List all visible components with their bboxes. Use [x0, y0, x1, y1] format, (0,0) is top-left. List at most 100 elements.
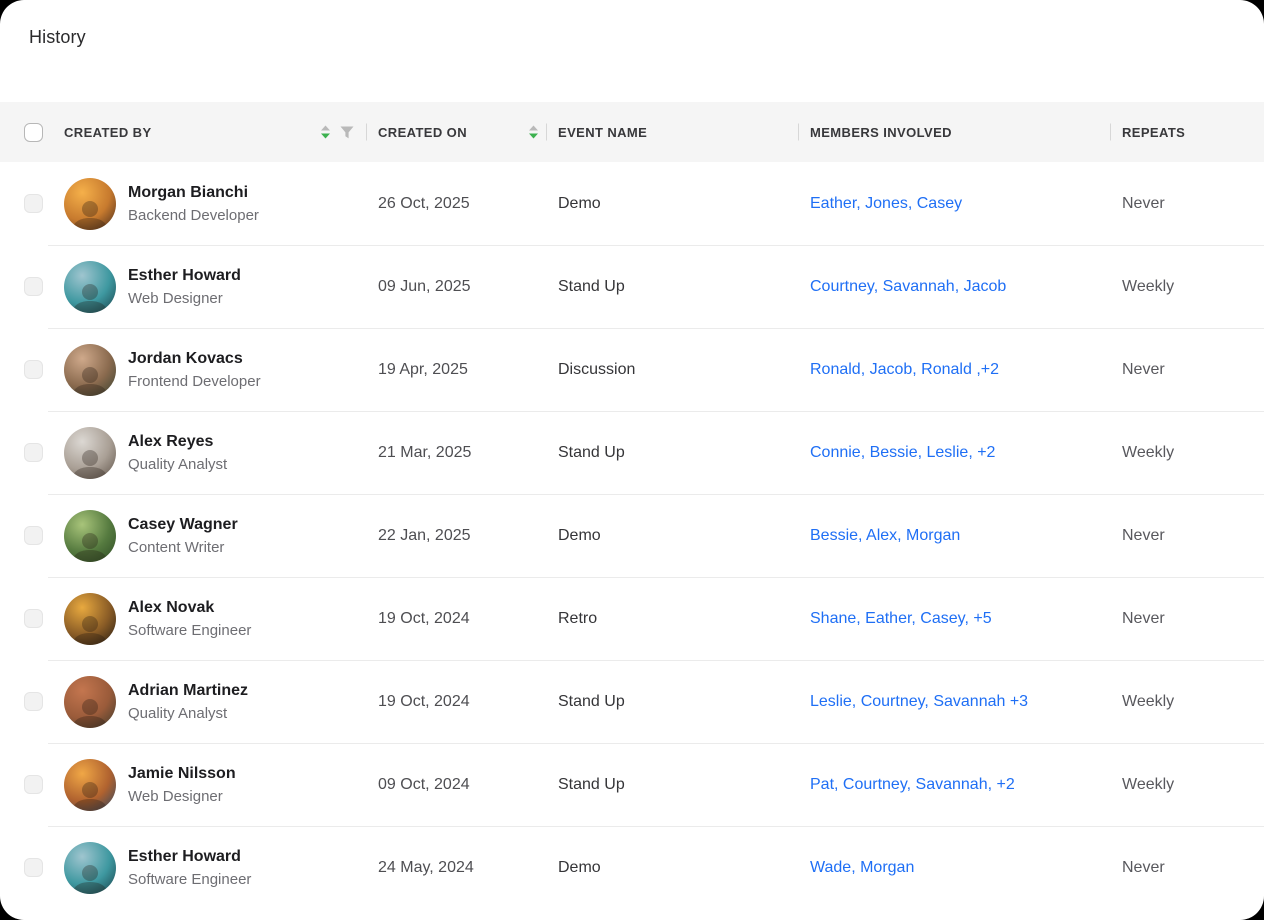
table-row: Alex Novak Software Engineer 19 Oct, 202… [0, 577, 1264, 660]
created-on-cell: 19 Apr, 2025 [378, 360, 468, 378]
repeats-cell: Weekly [1122, 443, 1175, 461]
column-header-event-name: EVENT NAME [546, 102, 798, 162]
row-checkbox[interactable] [24, 360, 43, 379]
members-involved-link[interactable]: Ronald, Jacob, Ronald ,+2 [810, 360, 1000, 378]
created-by-cell: Adrian Martinez Quality Analyst [48, 675, 366, 728]
user-name: Adrian Martinez [128, 681, 249, 699]
repeats-cell: Weekly [1122, 775, 1175, 793]
row-checkbox[interactable] [24, 692, 43, 711]
avatar [64, 592, 116, 645]
members-involved-link[interactable]: Bessie, Alex, Morgan [810, 526, 961, 544]
user-role: Software Engineer [128, 870, 252, 888]
table-body: Morgan Bianchi Backend Developer 26 Oct,… [0, 162, 1264, 909]
row-checkbox[interactable] [24, 775, 43, 794]
user-text: Casey Wagner Content Writer [128, 514, 238, 558]
table-row: Casey Wagner Content Writer 22 Jan, 2025… [0, 494, 1264, 577]
event-name-cell: Stand Up [558, 692, 625, 710]
created-by-cell: Jamie Nilsson Web Designer [48, 758, 366, 811]
row-check-cell [0, 826, 48, 909]
user-role: Frontend Developer [128, 372, 261, 390]
row-checkbox[interactable] [24, 609, 43, 628]
user-name: Alex Reyes [128, 432, 214, 450]
user-name: Esther Howard [128, 266, 241, 284]
history-table: CREATED BY CREATED ON [0, 102, 1264, 909]
filter-icon[interactable] [340, 126, 354, 139]
avatar [64, 841, 116, 894]
event-name-cell: Demo [558, 194, 601, 212]
column-label: CREATED BY [64, 124, 152, 140]
event-name-cell: Demo [558, 526, 601, 544]
person-silhouette-icon [72, 200, 108, 230]
user-text: Jordan Kovacs Frontend Developer [128, 348, 261, 392]
members-involved-link[interactable]: Leslie, Courtney, Savannah +3 [810, 692, 1029, 710]
event-name-cell: Discussion [558, 360, 636, 378]
sort-icon[interactable] [320, 125, 331, 139]
members-involved-link[interactable]: Eather, Jones, Casey [810, 194, 963, 212]
event-name-cell: Stand Up [558, 277, 625, 295]
members-involved-link[interactable]: Pat, Courtney, Savannah, +2 [810, 775, 1015, 793]
table-row: Alex Reyes Quality Analyst 21 Mar, 2025 … [0, 411, 1264, 494]
created-on-cell: 09 Oct, 2024 [378, 775, 470, 793]
avatar [64, 260, 116, 313]
event-name-cell: Demo [558, 858, 601, 876]
repeats-cell: Weekly [1122, 692, 1175, 710]
column-header-repeats: REPEATS [1110, 102, 1264, 162]
row-checkbox[interactable] [24, 194, 43, 213]
created-by-cell: Esther Howard Software Engineer [48, 841, 366, 894]
column-label: EVENT NAME [558, 124, 648, 140]
created-on-cell: 24 May, 2024 [378, 858, 474, 876]
select-all-cell [0, 102, 48, 162]
user-name: Jordan Kovacs [128, 349, 243, 367]
repeats-cell: Never [1122, 360, 1165, 378]
column-header-created-by: CREATED BY [48, 102, 366, 162]
members-involved-link[interactable]: Wade, Morgan [810, 858, 915, 876]
created-on-cell: 19 Oct, 2024 [378, 692, 470, 710]
table-row: Jordan Kovacs Frontend Developer 19 Apr,… [0, 328, 1264, 411]
row-checkbox[interactable] [24, 443, 43, 462]
created-by-cell: Esther Howard Web Designer [48, 260, 366, 313]
members-involved-link[interactable]: Courtney, Savannah, Jacob [810, 277, 1007, 295]
row-checkbox[interactable] [24, 526, 43, 545]
row-checkbox[interactable] [24, 858, 43, 877]
row-checkbox[interactable] [24, 277, 43, 296]
sort-icon[interactable] [528, 125, 539, 139]
page-title: History [29, 27, 86, 47]
user-name: Alex Novak [128, 598, 215, 616]
created-on-cell: 22 Jan, 2025 [378, 526, 471, 544]
row-check-cell [0, 411, 48, 494]
select-all-checkbox[interactable] [24, 122, 43, 142]
user-name: Morgan Bianchi [128, 183, 249, 201]
column-label: CREATED ON [378, 124, 467, 140]
user-text: Jamie Nilsson Web Designer [128, 763, 236, 807]
created-by-cell: Morgan Bianchi Backend Developer [48, 177, 366, 230]
person-silhouette-icon [72, 864, 108, 894]
table-row: Esther Howard Software Engineer 24 May, … [0, 826, 1264, 909]
created-by-cell: Casey Wagner Content Writer [48, 509, 366, 562]
event-name-cell: Stand Up [558, 775, 625, 793]
members-involved-link[interactable]: Shane, Eather, Casey, +5 [810, 609, 992, 627]
members-involved-link[interactable]: Connie, Bessie, Leslie, +2 [810, 443, 996, 461]
user-name: Casey Wagner [128, 515, 238, 533]
repeats-cell: Never [1122, 194, 1165, 212]
avatar [64, 509, 116, 562]
table-header: CREATED BY CREATED ON [0, 102, 1264, 162]
column-label: MEMBERS INVOLVED [810, 124, 952, 140]
avatar [64, 675, 116, 728]
row-check-cell [0, 494, 48, 577]
avatar [64, 177, 116, 230]
created-by-cell: Jordan Kovacs Frontend Developer [48, 343, 366, 396]
table-row: Jamie Nilsson Web Designer 09 Oct, 2024 … [0, 743, 1264, 826]
user-role: Quality Analyst [128, 704, 228, 722]
user-text: Esther Howard Web Designer [128, 265, 241, 309]
user-role: Web Designer [128, 787, 223, 805]
repeats-cell: Never [1122, 609, 1165, 627]
person-silhouette-icon [72, 532, 108, 562]
created-on-cell: 09 Jun, 2025 [378, 277, 471, 295]
table-row: Adrian Martinez Quality Analyst 19 Oct, … [0, 660, 1264, 743]
row-check-cell [0, 162, 48, 245]
user-text: Adrian Martinez Quality Analyst [128, 680, 248, 724]
user-role: Software Engineer [128, 621, 252, 639]
column-divider [798, 123, 799, 141]
repeats-cell: Never [1122, 526, 1165, 544]
